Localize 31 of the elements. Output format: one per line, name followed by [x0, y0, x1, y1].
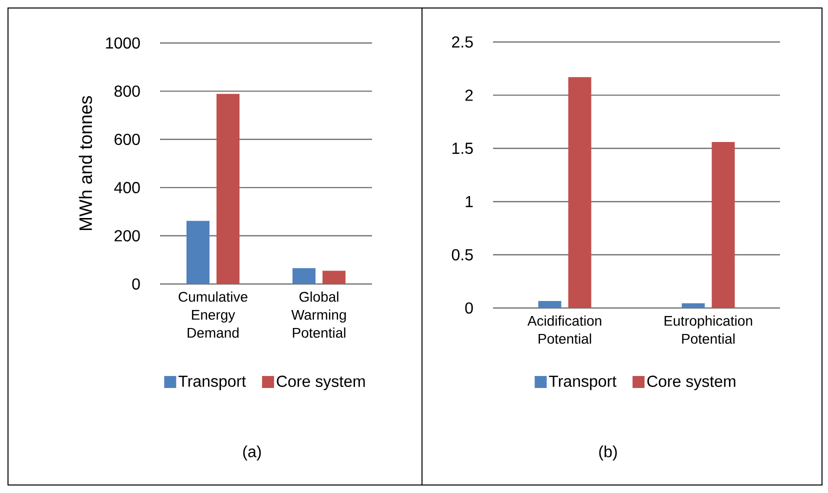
bar: [292, 268, 316, 284]
text: (b): [599, 446, 617, 460]
text: (a): [243, 446, 261, 460]
bar: [538, 300, 562, 308]
y-tick-label: 200: [114, 230, 140, 242]
bar: [216, 94, 240, 284]
x-tick-label: Acidification Potential: [527, 316, 602, 344]
y-tick-label: 0: [465, 302, 473, 314]
y-axis-title: MWh and tonnes: [78, 96, 92, 230]
y-tick-label: 1.5: [452, 142, 473, 154]
legend-label: Transport: [178, 376, 246, 390]
y-tick-label: 600: [114, 134, 140, 146]
y-tick-label: 400: [114, 182, 140, 194]
x-tick-label: Cumulative Energy Demand: [178, 292, 248, 338]
bar: [568, 77, 592, 308]
y-tick-label: 1000: [106, 37, 140, 49]
legend-label: Core system: [276, 376, 365, 390]
y-tick-label: 800: [114, 86, 140, 97]
x-tick-label: Global Warming Potential: [291, 292, 346, 338]
legend-label: Transport: [549, 376, 616, 390]
y-tick-label: 2: [465, 90, 473, 101]
y-tick-label: 0: [132, 278, 140, 290]
y-tick-label: 0.5: [452, 249, 473, 260]
y-tick-label: 2.5: [452, 36, 473, 48]
legend-label: Core system: [647, 376, 736, 390]
bar: [186, 220, 210, 284]
y-tick-label: 1: [466, 196, 473, 208]
bar: [322, 270, 346, 284]
x-tick-label: Eutrophication Potential: [664, 316, 752, 344]
bar: [712, 142, 735, 308]
bar: [682, 303, 705, 308]
